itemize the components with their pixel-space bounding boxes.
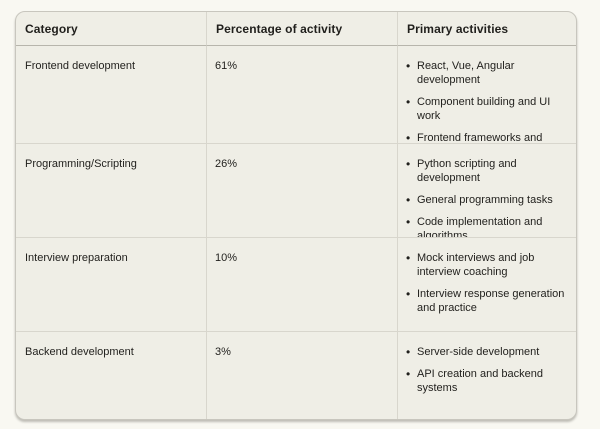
activity-item: Server-side development [406,345,575,359]
activity-item: Python scripting and development [406,157,575,185]
activity-item: Code implementation and algorithms [406,215,575,237]
category-cell: Interview preparation [16,237,206,331]
activities-cell: React, Vue, Angular development Componen… [397,45,576,143]
activities-cell: Python scripting and development General… [397,143,576,237]
activity-item: Component building and UI work [406,95,575,123]
percentage-cell: 3% [206,331,397,419]
activity-item: React, Vue, Angular development [406,59,575,87]
activity-item: Interview response generation and practi… [406,287,575,315]
activities-list: Python scripting and development General… [406,157,575,237]
percentage-cell: 10% [206,237,397,331]
activity-item: Mock interviews and job interview coachi… [406,251,575,279]
activity-item: General programming tasks [406,193,575,207]
activities-list: Mock interviews and job interview coachi… [406,251,575,315]
percentage-cell: 61% [206,45,397,143]
activity-item: API creation and backend systems [406,367,575,395]
category-cell: Frontend development [16,45,206,143]
activity-table: Category Percentage of activity Primary … [16,12,576,419]
column-header-primary-activities: Primary activities [397,12,576,45]
category-cell: Programming/Scripting [16,143,206,237]
column-header-category: Category [25,22,78,36]
activity-item: Frontend frameworks and libraries [406,131,575,143]
activity-table-card: Category Percentage of activity Primary … [15,11,577,420]
activities-list: React, Vue, Angular development Componen… [406,59,575,143]
activities-cell: Server-side development API creation and… [397,331,576,419]
percentage-cell: 26% [206,143,397,237]
activities-list: Server-side development API creation and… [406,345,575,395]
activities-cell: Mock interviews and job interview coachi… [397,237,576,331]
category-cell: Backend development [16,331,206,419]
column-header-percentage: Percentage of activity [206,12,397,45]
